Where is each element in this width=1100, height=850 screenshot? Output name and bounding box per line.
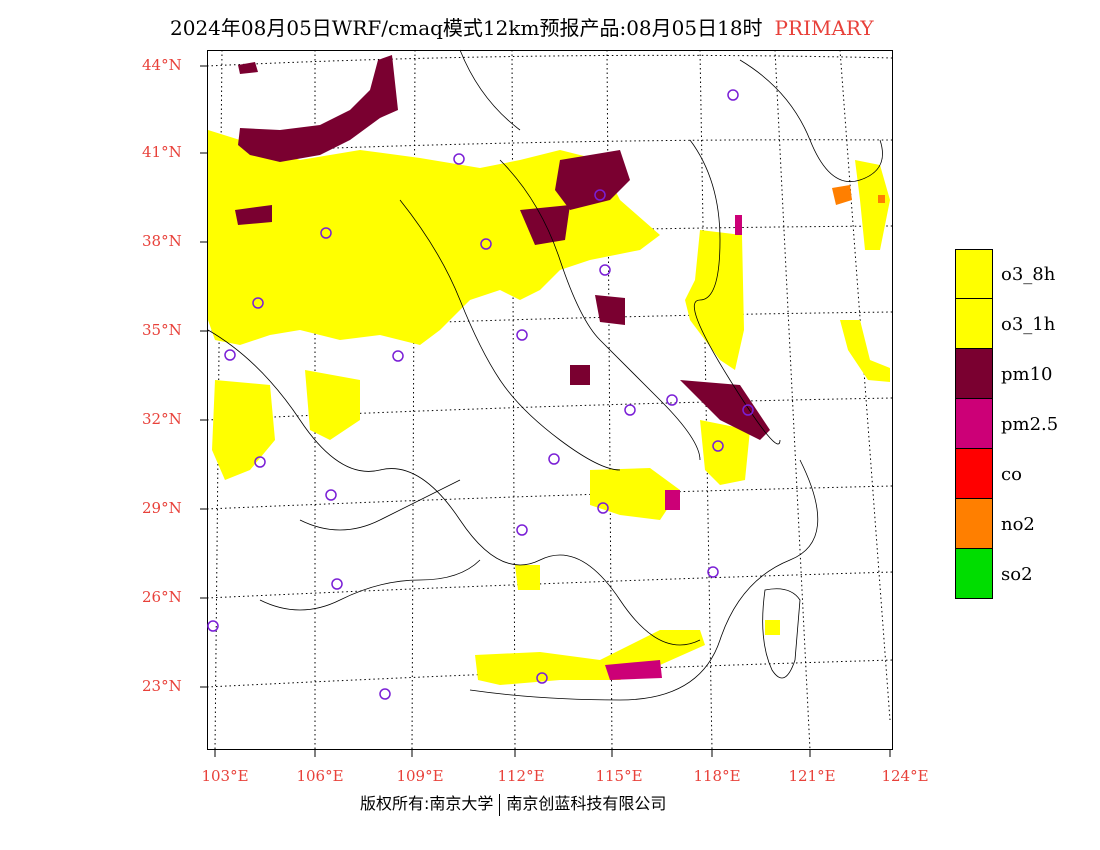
legend-item-pm25: pm2.5	[955, 399, 1058, 449]
copyright-left: 版权所有:南京大学	[360, 794, 494, 813]
lon-label-124: 124°E	[881, 767, 929, 785]
legend-swatch	[955, 399, 993, 449]
legend-item-o3-8h: o3_8h	[955, 249, 1058, 299]
legend-item-pm10: pm10	[955, 349, 1058, 399]
lon-label-115: 115°E	[595, 767, 643, 785]
lat-label-29: 29°N	[142, 499, 182, 517]
title-text: 2024年08月05日WRF/cmaq模式12km预报产品:08月05日18时	[170, 16, 763, 40]
lat-label-23: 23°N	[142, 677, 182, 695]
legend: o3_8h o3_1h pm10 pm2.5 co no2 so2	[955, 249, 1058, 599]
lat-label-35: 35°N	[142, 321, 182, 339]
lon-label-118: 118°E	[693, 767, 741, 785]
lon-label-112: 112°E	[497, 767, 545, 785]
lon-label-121: 121°E	[788, 767, 836, 785]
o3-regions	[208, 130, 890, 685]
copyright: 版权所有:南京大学 南京创蓝科技有限公司	[360, 790, 666, 816]
station-markers	[207, 89, 754, 700]
legend-item-o3-1h: o3_1h	[955, 299, 1058, 349]
legend-label: pm2.5	[1001, 413, 1059, 435]
legend-swatch	[955, 449, 993, 499]
no2-regions	[832, 185, 885, 205]
pm10-regions	[235, 55, 770, 440]
legend-label: o3_1h	[1001, 313, 1056, 335]
lon-label-106: 106°E	[296, 767, 344, 785]
lat-label-41: 41°N	[142, 143, 182, 161]
legend-swatch	[955, 249, 993, 299]
legend-item-no2: no2	[955, 499, 1058, 549]
legend-label: co	[1001, 463, 1022, 485]
primary-label: PRIMARY	[774, 16, 874, 40]
map-title: 2024年08月05日WRF/cmaq模式12km预报产品:08月05日18时 P…	[170, 12, 874, 41]
lat-label-32: 32°N	[142, 410, 182, 428]
legend-swatch	[955, 549, 993, 599]
lat-label-44: 44°N	[142, 56, 182, 74]
axis-ticks	[200, 65, 891, 757]
lat-label-26: 26°N	[142, 588, 182, 606]
legend-swatch	[955, 499, 993, 549]
lon-label-109: 109°E	[396, 767, 444, 785]
legend-label: no2	[1001, 513, 1035, 535]
pm25-regions	[605, 215, 742, 680]
copyright-separator	[499, 793, 501, 816]
boundary-lines	[207, 49, 883, 701]
legend-item-so2: so2	[955, 549, 1058, 599]
legend-label: so2	[1001, 563, 1033, 585]
lat-label-38: 38°N	[142, 232, 182, 250]
legend-item-co: co	[955, 449, 1058, 499]
lon-label-103: 103°E	[201, 767, 249, 785]
legend-swatch	[955, 349, 993, 399]
copyright-right: 南京创蓝科技有限公司	[506, 794, 667, 813]
legend-label: o3_8h	[1001, 263, 1056, 285]
legend-label: pm10	[1001, 363, 1053, 385]
legend-swatch	[955, 299, 993, 349]
